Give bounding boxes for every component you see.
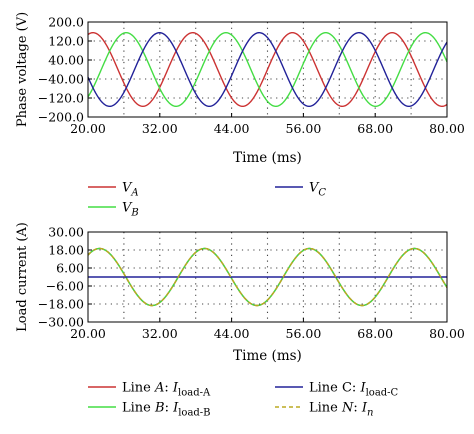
legend-symbol: V	[122, 201, 133, 216]
legend-symbol: I	[359, 381, 366, 396]
legend-item-va: VA	[88, 181, 139, 199]
x-axis-label: Time (ms)	[233, 348, 302, 364]
legend-subscript: load-C	[366, 388, 399, 399]
axis-ticks: 20.00 32.00 44.00 56.00 68.00 80.00 200.0 120.0…	[38, 15, 465, 137]
x-tick-label: 32.00	[142, 326, 178, 341]
legend-item-line-a: Line A: Iload-A	[88, 381, 211, 399]
x-tick-label: 32.00	[142, 121, 178, 136]
y-axis-label: Phase voltage (V)	[15, 12, 30, 127]
legend-symbol: V	[309, 181, 320, 196]
legend-label: Line C: Iload-C	[309, 381, 399, 399]
y-tick-label: −200.0	[38, 110, 84, 125]
legend-label: VC	[309, 181, 326, 199]
y-tick-label: −18.00	[38, 297, 84, 312]
y-tick-label: 40.00	[48, 53, 84, 68]
x-tick-label: 80.00	[429, 326, 465, 341]
legend-colon: :	[165, 401, 174, 416]
legend-colon: :	[353, 401, 362, 416]
grid	[88, 232, 447, 322]
chart-panel-2: 20.00 32.00 44.00 56.00 68.00 80.00 30.00 18.00…	[15, 222, 465, 364]
legend-symbol: I	[172, 381, 179, 396]
legend-prefix: Line C:	[309, 381, 360, 396]
legend-item-line-b: Line B: Iload-B	[88, 401, 211, 419]
legend-prefix: Line	[122, 401, 155, 416]
legend-subscript: C	[318, 188, 326, 199]
series-line-2	[87, 31, 448, 108]
legend-item-vc: VC	[275, 181, 326, 199]
legend-prefix: Line	[309, 401, 342, 416]
axis-ticks: 20.00 32.00 44.00 56.00 68.00 80.00 30.00 18.00…	[38, 225, 465, 342]
chart-panel-1: 20.00 32.00 44.00 56.00 68.00 80.00 200.0 120.0…	[15, 12, 465, 166]
y-tick-label: 120.0	[48, 34, 84, 49]
plot-frame	[87, 231, 448, 323]
x-tick-label: 20.00	[70, 121, 106, 136]
plot-frame	[87, 21, 448, 118]
y-tick-label: −6.00	[46, 279, 84, 294]
legend-prefix: Line	[122, 381, 155, 396]
legend-item-line-n: Line N: In	[275, 401, 373, 419]
legend-item-vb: VB	[88, 201, 139, 219]
y-tick-label: −120.0	[38, 91, 84, 106]
x-tick-label: 80.00	[429, 121, 465, 136]
legend-subscript: A	[130, 188, 138, 199]
x-tick-label: 56.00	[286, 121, 322, 136]
legend-symbol: I	[361, 401, 368, 416]
legend-letter: N	[341, 401, 354, 416]
legend-letter: B	[154, 401, 165, 416]
x-tick-label: 44.00	[214, 121, 250, 136]
legend-label: VA	[122, 181, 139, 199]
x-tick-label: 20.00	[70, 326, 106, 341]
x-tick-label: 68.00	[357, 121, 393, 136]
series-line-4	[87, 247, 448, 307]
legend-label: Line A: Iload-A	[122, 381, 211, 399]
y-tick-label: 200.0	[48, 15, 84, 30]
y-tick-label: 6.00	[56, 261, 84, 276]
y-tick-label: −30.00	[38, 315, 84, 330]
legend-colon: :	[164, 381, 173, 396]
legend-letter: A	[154, 381, 164, 396]
x-axis-label: Time (ms)	[233, 150, 302, 166]
legend-label: Line B: Iload-B	[122, 401, 211, 419]
x-tick-label: 44.00	[214, 326, 250, 341]
series-line-3	[87, 31, 448, 108]
legend-label: Line N: In	[309, 401, 373, 419]
legend-subscript: B	[130, 208, 138, 219]
legend-symbol: V	[122, 181, 133, 196]
legend-item-line-c: Line C: Iload-C	[275, 381, 399, 399]
y-tick-label: −40.00	[38, 72, 84, 87]
x-tick-label: 56.00	[286, 326, 322, 341]
legend-label: VB	[122, 201, 139, 219]
series-line-1	[87, 31, 448, 108]
legend-subscript: n	[367, 408, 373, 419]
legend-symbol: I	[172, 401, 179, 416]
y-tick-label: 30.00	[48, 225, 84, 240]
x-tick-label: 68.00	[357, 326, 393, 341]
legend-subscript: load-B	[178, 408, 210, 419]
legend-subscript: load-A	[178, 388, 211, 399]
y-axis-label: Load current (A)	[15, 222, 30, 332]
y-tick-label: 18.00	[48, 243, 84, 258]
